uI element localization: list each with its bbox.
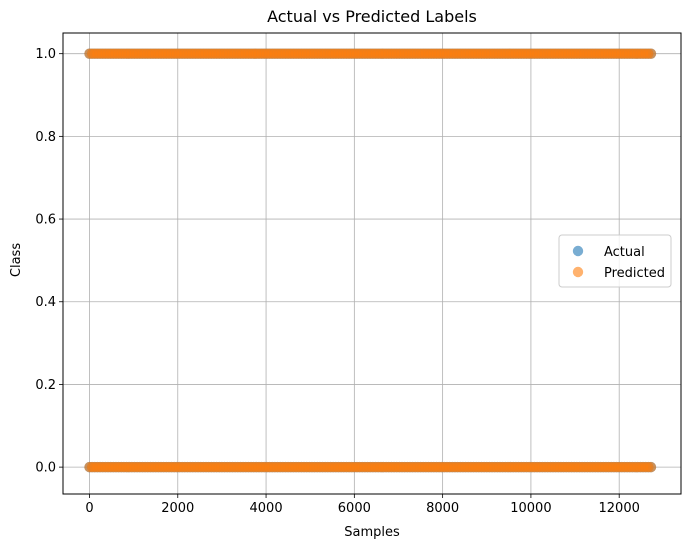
x-tick-label: 8000	[426, 501, 459, 516]
legend-marker-actual	[572, 245, 584, 257]
x-tick-label: 12000	[599, 501, 640, 516]
data-point-predicted	[645, 461, 657, 473]
y-tick-label: 0.4	[35, 295, 56, 310]
y-tick-label: 0.6	[35, 213, 56, 228]
x-tick-label: 6000	[338, 501, 371, 516]
legend-label-actual: Actual	[604, 245, 645, 260]
series-predicted-points	[84, 48, 657, 473]
y-axis-label: Class	[9, 243, 24, 277]
legend-marker-predicted	[572, 266, 584, 278]
x-tick-label: 10000	[510, 501, 551, 516]
legend: Actual Predicted	[558, 234, 672, 288]
y-tick-label: 1.0	[35, 47, 56, 62]
x-axis-label: Samples	[344, 525, 400, 540]
y-tick-label: 0.2	[35, 378, 56, 393]
plot-area-frame	[62, 32, 682, 495]
legend-box	[558, 234, 672, 288]
data-points	[84, 48, 657, 473]
x-tick-label: 2000	[161, 501, 194, 516]
x-tick-label: 0	[85, 501, 93, 516]
y-tick-label: 0.8	[35, 130, 56, 145]
legend-label-predicted: Predicted	[604, 266, 665, 281]
x-tick-label: 4000	[250, 501, 283, 516]
axis-ticks: 0 2000 4000 6000 8000 10000 12000 0.0 0.2 0.4 0.6 0…	[35, 47, 640, 516]
y-tick-label: 0.0	[35, 461, 56, 476]
data-point-predicted	[645, 48, 657, 59]
chart-title: Actual vs Predicted Labels	[267, 7, 477, 26]
